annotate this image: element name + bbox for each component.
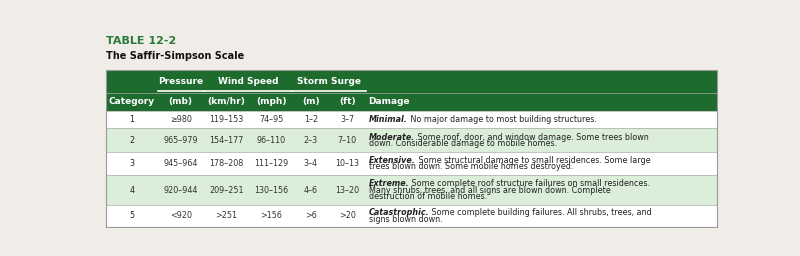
Text: 2–3: 2–3 <box>304 136 318 145</box>
Bar <box>106 70 717 227</box>
Bar <box>106 93 717 111</box>
Text: Category: Category <box>109 98 155 106</box>
Text: down. Considerable damage to mobile homes.: down. Considerable damage to mobile home… <box>369 139 557 148</box>
Text: Some structural damage to small residences. Some large: Some structural damage to small residenc… <box>415 156 650 165</box>
Text: 3–7: 3–7 <box>340 115 354 124</box>
Text: 111–129: 111–129 <box>254 159 288 168</box>
Text: >20: >20 <box>339 211 356 220</box>
Text: Extensive.: Extensive. <box>369 156 415 165</box>
Text: (mb): (mb) <box>169 98 193 106</box>
Text: Damage: Damage <box>368 98 410 106</box>
Text: No major damage to most building structures.: No major damage to most building structu… <box>407 115 597 124</box>
Text: Extreme.: Extreme. <box>369 179 410 188</box>
Text: >156: >156 <box>260 211 282 220</box>
Text: The Saffir-Simpson Scale: The Saffir-Simpson Scale <box>106 51 245 61</box>
Text: ≥980: ≥980 <box>170 115 192 124</box>
Text: 13–20: 13–20 <box>335 186 359 195</box>
Bar <box>106 70 717 227</box>
Text: Some complete building failures. All shrubs, trees, and: Some complete building failures. All shr… <box>430 208 652 217</box>
Text: Some complete roof structure failures on small residences.: Some complete roof structure failures on… <box>410 179 650 188</box>
Text: Some roof, door, and window damage. Some trees blown: Some roof, door, and window damage. Some… <box>415 133 649 142</box>
Text: signs blown down.: signs blown down. <box>369 215 442 224</box>
Text: 945–964: 945–964 <box>163 159 198 168</box>
Bar <box>106 129 717 152</box>
Text: 4–6: 4–6 <box>304 186 318 195</box>
Text: Wind Speed: Wind Speed <box>218 77 278 86</box>
Text: 178–208: 178–208 <box>210 159 244 168</box>
Text: 3: 3 <box>130 159 134 168</box>
Text: (mph): (mph) <box>256 98 286 106</box>
Text: (km/hr): (km/hr) <box>207 98 246 106</box>
Text: 74–95: 74–95 <box>259 115 283 124</box>
Text: Pressure: Pressure <box>158 77 203 86</box>
Text: 2: 2 <box>130 136 134 145</box>
Bar <box>106 176 717 205</box>
Text: Minimal.: Minimal. <box>369 115 407 124</box>
Bar <box>106 111 717 129</box>
Text: 5: 5 <box>130 211 134 220</box>
Bar <box>106 205 717 227</box>
Text: 96–110: 96–110 <box>257 136 286 145</box>
Text: 4: 4 <box>130 186 134 195</box>
Text: Storm Surge: Storm Surge <box>297 77 361 86</box>
Text: Many shrubs, trees, and all signs are blown down. Complete: Many shrubs, trees, and all signs are bl… <box>369 186 610 195</box>
Text: Moderate.: Moderate. <box>369 133 415 142</box>
Text: 7–10: 7–10 <box>338 136 357 145</box>
Bar <box>106 152 717 176</box>
Text: 209–251: 209–251 <box>210 186 244 195</box>
Text: Catastrophic.: Catastrophic. <box>369 208 430 217</box>
Text: 1: 1 <box>130 115 134 124</box>
Text: 965–979: 965–979 <box>163 136 198 145</box>
Text: 154–177: 154–177 <box>210 136 244 145</box>
Text: 920–944: 920–944 <box>163 186 198 195</box>
Text: <920: <920 <box>170 211 192 220</box>
Text: trees blown down. Some mobile homes destroyed.: trees blown down. Some mobile homes dest… <box>369 162 574 171</box>
Text: (ft): (ft) <box>339 98 356 106</box>
Text: 130–156: 130–156 <box>254 186 288 195</box>
Text: >6: >6 <box>305 211 317 220</box>
Text: TABLE 12-2: TABLE 12-2 <box>106 36 177 46</box>
Bar <box>106 70 717 93</box>
Text: (m): (m) <box>302 98 319 106</box>
Text: 3–4: 3–4 <box>304 159 318 168</box>
Text: 10–13: 10–13 <box>335 159 359 168</box>
Text: 1–2: 1–2 <box>304 115 318 124</box>
Text: >251: >251 <box>215 211 238 220</box>
Text: 119–153: 119–153 <box>210 115 244 124</box>
Text: destruction of mobile homes.: destruction of mobile homes. <box>369 192 487 201</box>
